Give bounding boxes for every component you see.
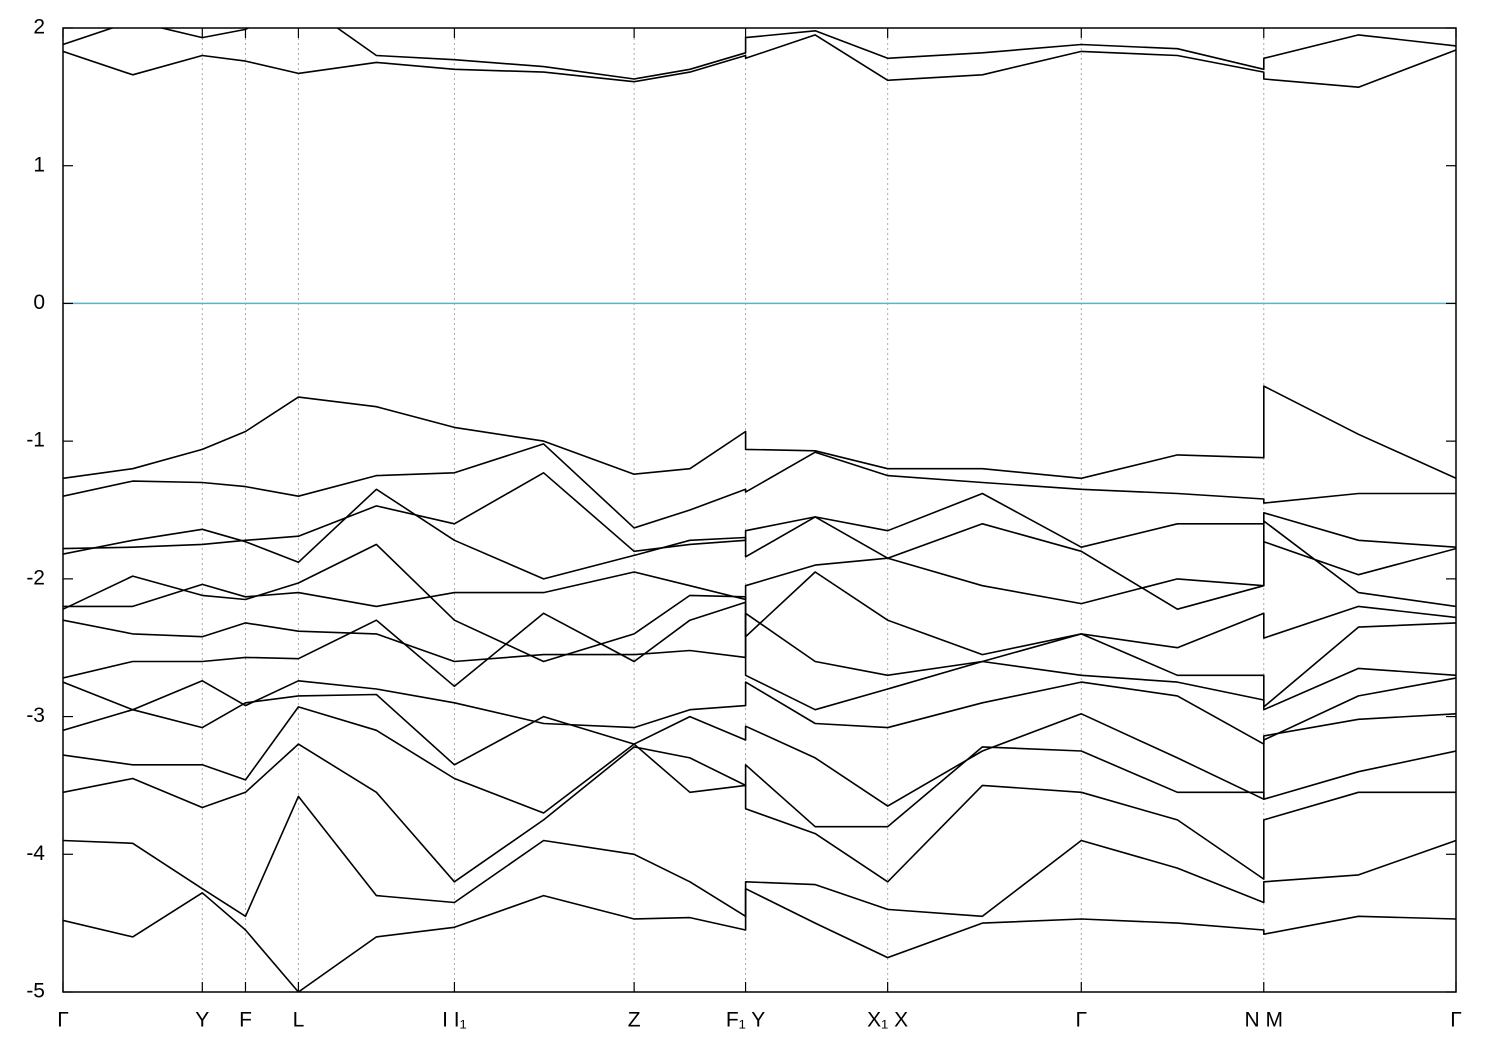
band-line [63, 693, 1456, 807]
x-tick-label: N M [1245, 1009, 1284, 1032]
y-tick-label: 0 [33, 291, 45, 314]
grid-layer [62, 28, 1457, 992]
y-tick-label: -4 [26, 842, 45, 865]
band-line [63, 488, 1456, 610]
axes-layer: -5 -4 -3 -2 -1 0 1 2 Γ Y F L I I₁ Z F₁ Y X₁ X Γ N M Γ [26, 16, 1461, 1032]
band-line [63, 706, 1456, 828]
x-tick-label: F [239, 1009, 252, 1032]
band-line [63, 28, 1456, 80]
x-tick-label: X₁ X [867, 1009, 908, 1032]
band-line [63, 543, 1456, 663]
band-line [63, 743, 1456, 883]
x-tick-label: Γ [1075, 1009, 1087, 1032]
x-tick-label: F₁ Y [726, 1009, 765, 1032]
band-line [63, 887, 1456, 992]
band-line [63, 520, 1456, 608]
y-tick-label: 2 [33, 16, 45, 39]
x-tick-label: Γ [57, 1009, 69, 1032]
band-line [63, 443, 1456, 529]
band-line [63, 601, 1456, 711]
y-tick-label: 1 [33, 153, 45, 176]
bands-layer [63, 28, 1456, 992]
x-tick-label: Z [628, 1009, 641, 1032]
y-tick-label: -1 [26, 429, 45, 452]
y-tick-label: -2 [26, 566, 45, 589]
y-tick-label: -5 [26, 980, 45, 1003]
band-line [63, 34, 1456, 88]
band-line [63, 677, 1456, 745]
plot-frame [62, 27, 1457, 993]
x-tick-label: L [293, 1009, 305, 1032]
x-tick-label: Γ [1450, 1009, 1462, 1032]
x-tick-label: Y [195, 1009, 209, 1032]
y-tick-label: -3 [26, 704, 45, 727]
band-line [63, 385, 1456, 480]
x-tick-label: I I₁ [442, 1009, 467, 1032]
